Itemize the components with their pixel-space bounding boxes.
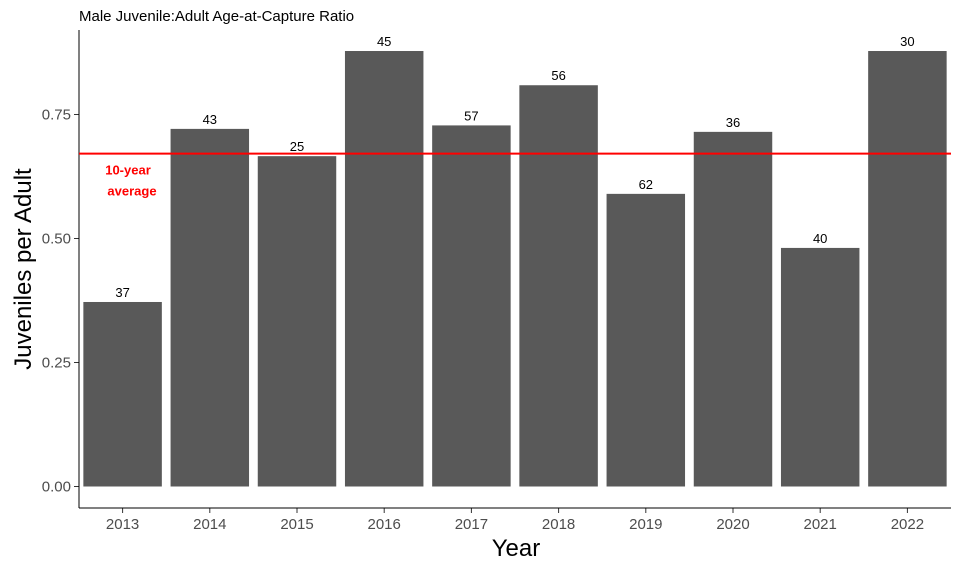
x-tick-label: 2017 bbox=[455, 516, 488, 533]
x-axis-title: Year bbox=[492, 535, 541, 562]
bar-data-label: 37 bbox=[115, 285, 129, 300]
y-tick-label: 0.25 bbox=[42, 355, 71, 372]
x-tick-label: 2013 bbox=[106, 516, 139, 533]
bar bbox=[780, 247, 860, 487]
x-tick-label: 2015 bbox=[280, 516, 313, 533]
bar-data-label: 30 bbox=[900, 34, 914, 49]
y-tick-label: 0.75 bbox=[42, 107, 71, 124]
plot-area: 37 2013 43 2014 25 2015 45 2016 57 2017 56 2018 62 20… bbox=[42, 30, 951, 533]
bar-data-label: 62 bbox=[639, 177, 653, 192]
bar-data-label: 45 bbox=[377, 34, 391, 49]
bar-data-label: 57 bbox=[464, 108, 478, 123]
bar bbox=[344, 51, 424, 487]
x-tick-label: 2016 bbox=[368, 516, 401, 533]
bar-data-label: 40 bbox=[813, 231, 827, 246]
y-tick-label: 0.50 bbox=[42, 231, 71, 248]
bar bbox=[693, 131, 773, 487]
bar-data-label: 36 bbox=[726, 115, 740, 130]
x-tick-label: 2022 bbox=[891, 516, 924, 533]
x-tick-label: 2014 bbox=[193, 516, 226, 533]
bar bbox=[257, 156, 337, 487]
x-tick-label: 2021 bbox=[804, 516, 837, 533]
bar-data-label: 25 bbox=[290, 139, 304, 154]
x-tick-label: 2020 bbox=[716, 516, 749, 533]
reference-line-label: average bbox=[107, 184, 156, 199]
reference-line-label: 10-year bbox=[105, 163, 151, 178]
x-tick-label: 2019 bbox=[629, 516, 662, 533]
y-axis-title: Juveniles per Adult bbox=[10, 168, 37, 370]
bar-data-label: 56 bbox=[551, 68, 565, 83]
bar-data-label: 43 bbox=[203, 112, 217, 127]
bar bbox=[432, 125, 511, 487]
y-tick-label: 0.00 bbox=[42, 479, 71, 496]
bar bbox=[83, 301, 162, 487]
bar bbox=[519, 85, 598, 487]
bar bbox=[868, 51, 947, 487]
x-tick-label: 2018 bbox=[542, 516, 575, 533]
bar bbox=[606, 193, 686, 487]
bar bbox=[170, 128, 250, 487]
chart-title: Male Juvenile:Adult Age-at-Capture Ratio bbox=[79, 8, 354, 25]
